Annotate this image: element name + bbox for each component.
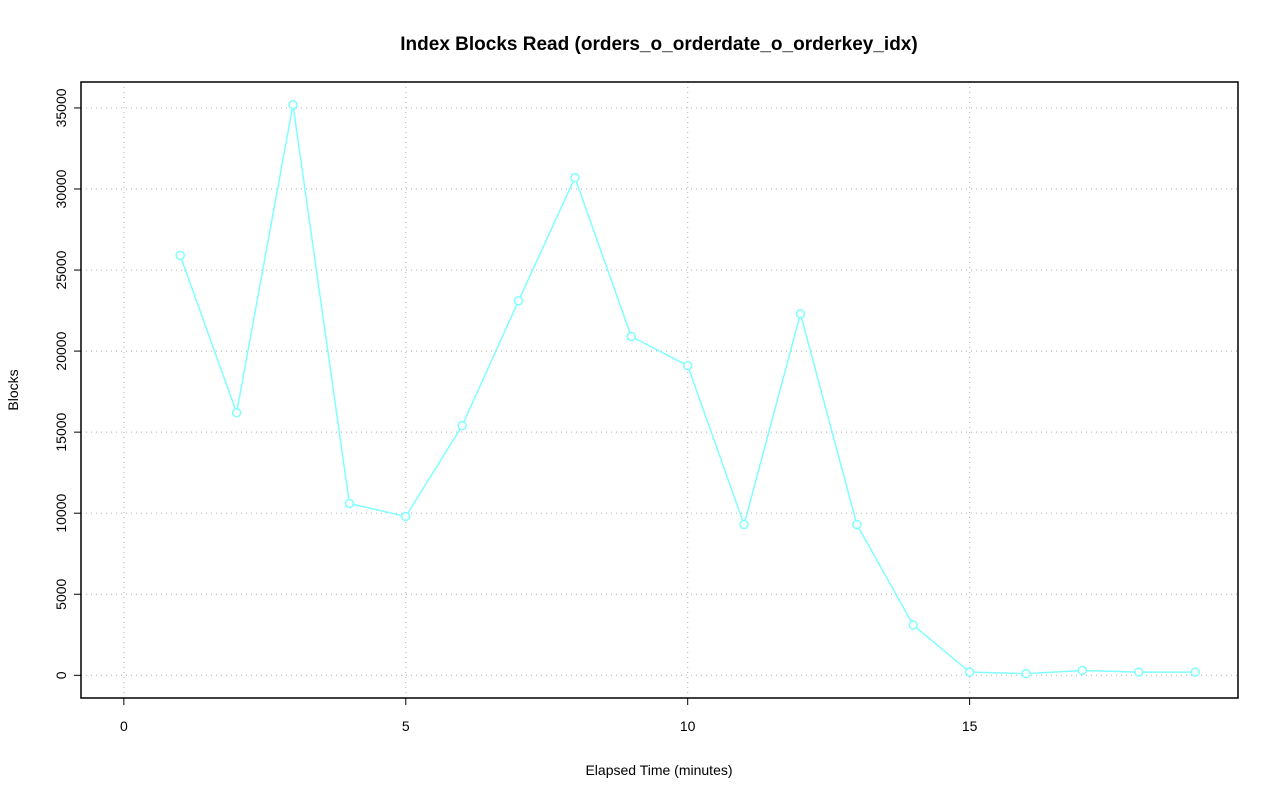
x-tick-label: 10 bbox=[680, 718, 696, 734]
y-axis-label: Blocks bbox=[5, 369, 21, 410]
data-point bbox=[570, 172, 580, 183]
data-point bbox=[231, 407, 242, 418]
y-tick-label: 5000 bbox=[53, 578, 69, 609]
y-tick-label: 20000 bbox=[53, 331, 69, 370]
data-point bbox=[852, 519, 862, 530]
data-point bbox=[344, 498, 355, 509]
y-tick-label: 35000 bbox=[53, 88, 69, 127]
data-point bbox=[401, 511, 411, 522]
data-point bbox=[626, 331, 637, 342]
x-tick-label: 15 bbox=[962, 718, 978, 734]
data-point bbox=[908, 620, 918, 630]
data-point bbox=[964, 667, 975, 677]
data-point bbox=[1077, 665, 1088, 676]
y-tick-label: 25000 bbox=[53, 250, 69, 289]
data-point bbox=[175, 250, 185, 261]
data-point bbox=[288, 99, 298, 110]
plot-frame bbox=[80, 81, 1239, 699]
data-point bbox=[682, 360, 693, 371]
chart-title: Index Blocks Read (orders_o_orderdate_o_… bbox=[400, 34, 917, 55]
data-point bbox=[739, 519, 749, 530]
x-tick-label: 0 bbox=[120, 718, 128, 734]
x-tick-label: 5 bbox=[402, 718, 410, 734]
y-tick-label: 15000 bbox=[53, 412, 69, 451]
data-point bbox=[1134, 667, 1144, 677]
data-point bbox=[457, 420, 467, 431]
y-tick-label: 30000 bbox=[53, 169, 69, 208]
data-point bbox=[1190, 667, 1200, 677]
data-point bbox=[1021, 668, 1031, 679]
data-point bbox=[513, 296, 524, 306]
y-tick-label: 0 bbox=[53, 671, 69, 679]
data-line bbox=[179, 104, 1196, 675]
y-tick-label: 10000 bbox=[53, 494, 69, 533]
x-axis-label: Elapsed Time (minutes) bbox=[585, 762, 732, 778]
data-point bbox=[795, 309, 806, 319]
